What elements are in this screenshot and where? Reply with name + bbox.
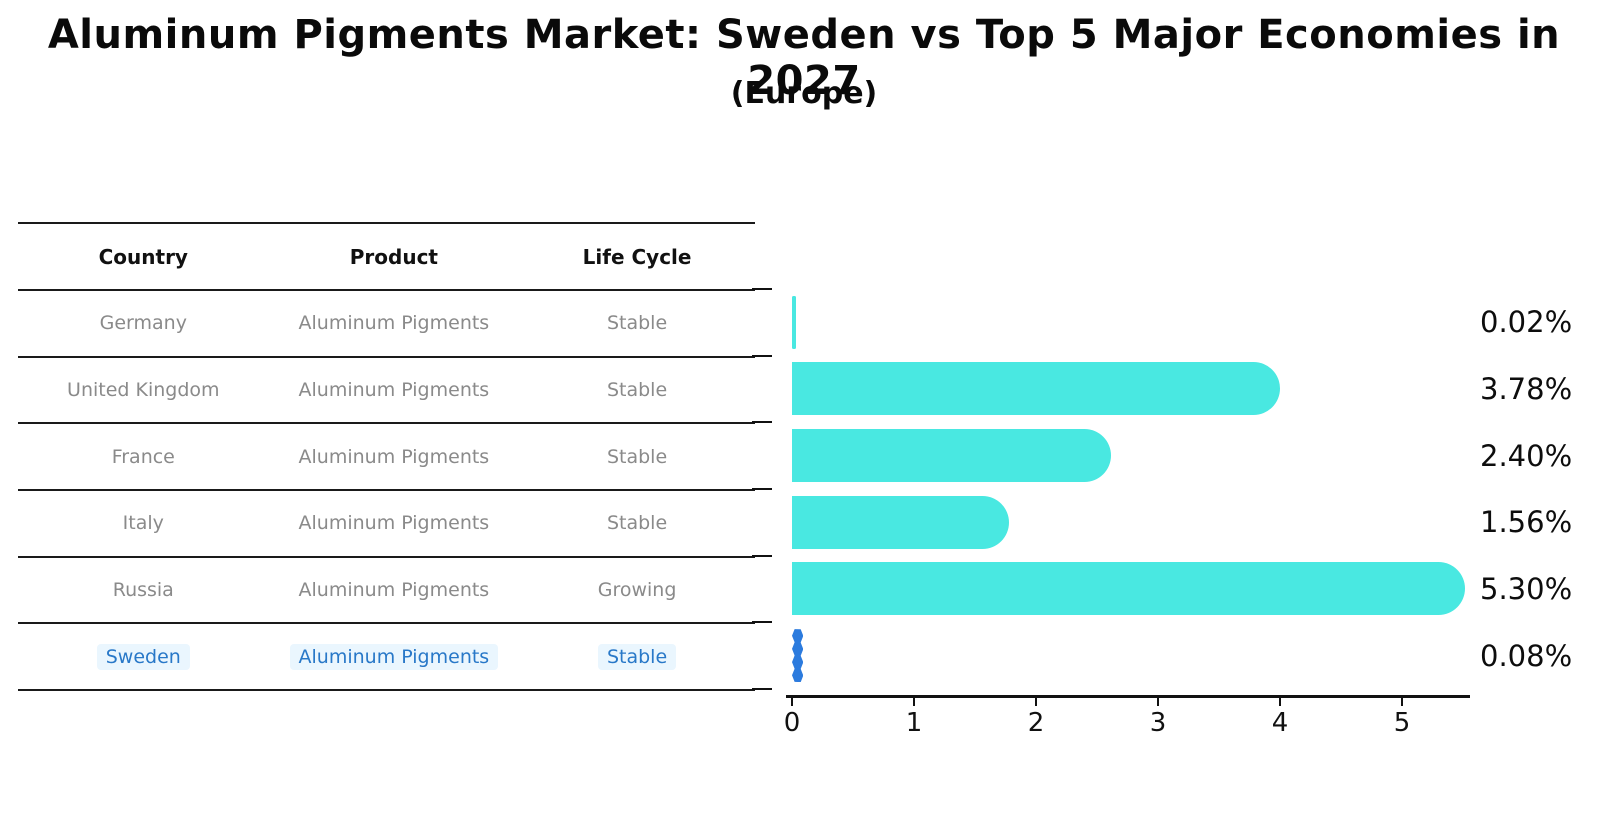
bar-value-label: 0.08% [1480, 638, 1573, 673]
x-axis-tick-label: 0 [783, 708, 801, 738]
table-cell-text: Aluminum Pigments [298, 579, 490, 602]
x-axis-tick-label: 4 [1271, 708, 1289, 738]
bar [792, 429, 1112, 483]
x-axis-tick [1156, 697, 1160, 706]
x-axis-tick [1034, 697, 1038, 706]
table-cell-text: Stable [606, 312, 668, 335]
table-cell-text: Stable [606, 512, 668, 535]
table-body: Germany Aluminum Pigments Stable United Kin… [18, 291, 755, 692]
bar-value-label: 2.40% [1480, 438, 1573, 473]
table-cell: France [18, 446, 269, 468]
table-cell: Stable [519, 379, 755, 401]
table-cell: Aluminum Pigments [269, 512, 520, 534]
chart-title: Aluminum Pigments Market: Sweden vs Top … [47, 12, 1561, 104]
table-cell: Aluminum Pigments [269, 379, 520, 401]
chart-subtitle: (Europe) [730, 76, 878, 111]
table-cell-text: Germany [99, 312, 187, 335]
table-cell: Sweden [18, 643, 269, 670]
bar [792, 362, 1280, 416]
table-cell-text: Aluminum Pigments [289, 643, 499, 670]
table-cell-text: United Kingdom [67, 379, 220, 402]
y-axis-tick [752, 488, 772, 490]
table-row: Sweden Aluminum Pigments Stable [18, 624, 755, 692]
table-cell-text: Aluminum Pigments [298, 512, 490, 535]
y-axis-tick [752, 621, 772, 624]
table-cell-text: Aluminum Pigments [298, 379, 490, 402]
y-axis-tick [752, 354, 772, 357]
x-axis-tick-label: 1 [905, 708, 923, 738]
table-row: Germany Aluminum Pigments Stable [18, 291, 755, 358]
table-cell: Stable [519, 643, 755, 670]
bar [792, 495, 1009, 549]
table-cell-text: Aluminum Pigments [298, 445, 490, 468]
bar-value-label: 1.56% [1480, 505, 1573, 540]
table-cell: Germany [18, 312, 269, 334]
table-cell: Growing [519, 579, 755, 601]
table-cell: Stable [519, 512, 755, 534]
bar [792, 295, 796, 349]
table-cell-text: Aluminum Pigments [298, 312, 490, 335]
x-axis-tick [912, 697, 916, 706]
table-cell: Stable [519, 446, 755, 468]
x-axis-tick-label: 3 [1149, 708, 1167, 738]
table-cell: Stable [519, 312, 755, 334]
table-cell-text: France [111, 445, 175, 468]
x-axis-tick-label: 5 [1393, 708, 1411, 738]
country-table: Country Product Life Cycle Germany Alumin… [18, 222, 755, 692]
table-cell-text: Stable [606, 379, 668, 402]
table-cell: Italy [18, 512, 269, 534]
table-cell-text: Russia [112, 579, 174, 602]
bar-value-label: 0.02% [1480, 305, 1573, 340]
column-header-country: Country [98, 244, 188, 269]
column-header-product: Product [349, 244, 438, 269]
x-axis-line [786, 695, 1470, 698]
x-axis-tick [1278, 697, 1282, 706]
table-row: Russia Aluminum Pigments Growing [18, 558, 755, 625]
y-axis-tick [752, 421, 772, 424]
table-row: Italy Aluminum Pigments Stable [18, 491, 755, 558]
y-axis-tick [752, 688, 772, 690]
table-cell-text: Sweden [96, 643, 190, 670]
table-cell: Aluminum Pigments [269, 312, 520, 334]
table-cell: Aluminum Pigments [269, 446, 520, 468]
table-cell-text: Stable [606, 445, 668, 468]
bar-value-label: 5.30% [1480, 571, 1573, 606]
table-cell-text: Stable [597, 643, 677, 670]
bar [792, 562, 1466, 616]
table-row: United Kingdom Aluminum Pigments Stable [18, 358, 755, 425]
column-header-lifecycle: Life Cycle [582, 244, 692, 269]
bar-value-label: 3.78% [1480, 371, 1573, 406]
table-row: France Aluminum Pigments Stable [18, 424, 755, 492]
x-axis-tick-label: 2 [1027, 708, 1045, 738]
table-cell: Aluminum Pigments [269, 579, 520, 601]
table-cell: United Kingdom [18, 379, 269, 401]
bar-sweden-highlight [792, 629, 804, 683]
y-axis-tick [752, 554, 772, 557]
y-axis-tick [752, 288, 772, 290]
table-cell-text: Italy [122, 512, 164, 535]
x-axis-tick [790, 697, 794, 706]
table-cell: Russia [18, 579, 269, 601]
table-header-row: Country Product Life Cycle [18, 224, 755, 291]
table-cell: Aluminum Pigments [269, 643, 520, 670]
x-axis-tick [1400, 697, 1404, 706]
table-cell-text: Growing [597, 579, 677, 602]
